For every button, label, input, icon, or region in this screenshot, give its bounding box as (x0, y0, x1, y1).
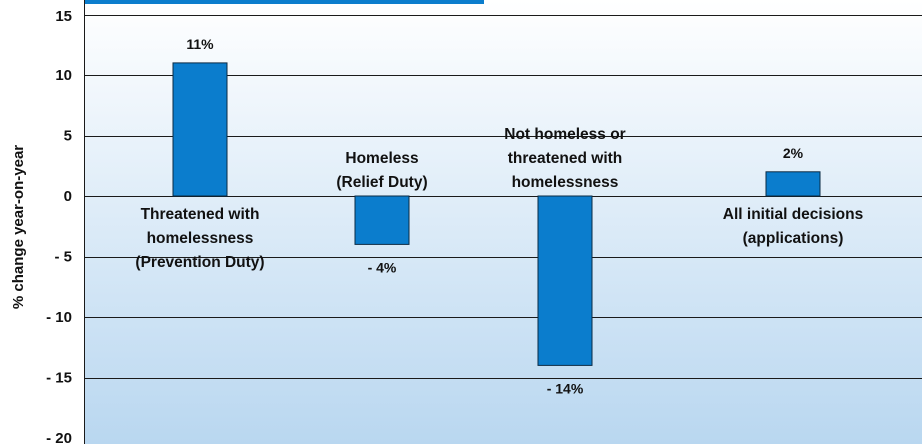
bar (354, 195, 410, 245)
bar (172, 62, 228, 197)
data-label: - 4% (368, 259, 397, 275)
category-label: Homeless (Relief Duty) (336, 150, 427, 191)
labels: 11% Threatened with homelessness (Preventio… (135, 36, 863, 396)
category-label: Not homeless or threatened with homelessne… (504, 126, 625, 191)
y-tick-label: - 10 (46, 309, 72, 326)
bar (537, 195, 593, 366)
y-tick-label: 10 (55, 67, 72, 84)
y-tick-label: 5 (64, 128, 72, 145)
category-label: Threatened with homelessness (Prevention D… (135, 206, 264, 271)
bar (765, 171, 821, 197)
y-tick-label: - 5 (54, 249, 72, 266)
y-tick-label: 0 (64, 188, 72, 205)
title-banner-strip (84, 0, 484, 4)
y-axis-label: % change year-on-year (10, 145, 27, 309)
bars (172, 62, 821, 366)
y-tick-label: - 20 (46, 430, 72, 444)
y-tick-labels: 15 10 5 0 - 5 - 10 - 15 - 20 (46, 8, 72, 444)
data-label: 11% (186, 36, 214, 52)
y-tick-label: - 15 (46, 370, 72, 387)
category-label: All initial decisions (applications) (723, 206, 863, 247)
data-label: - 14% (547, 380, 584, 396)
data-label: 2% (783, 145, 804, 161)
y-tick-label: 15 (55, 8, 72, 25)
